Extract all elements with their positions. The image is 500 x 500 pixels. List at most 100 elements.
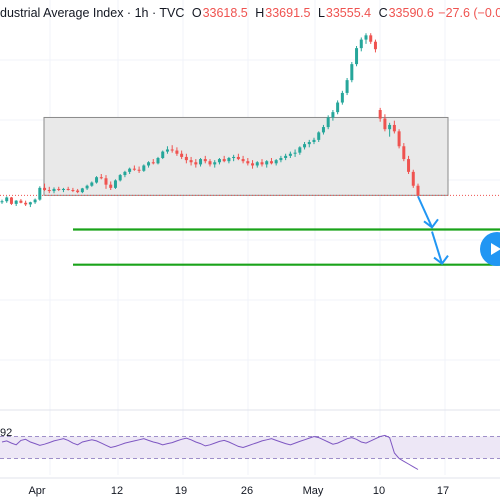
- candle-body: [388, 124, 392, 130]
- x-tick-label: May: [303, 485, 324, 497]
- candle-body: [52, 188, 56, 192]
- candles: [0, 33, 420, 208]
- candle-body: [184, 156, 188, 161]
- low-value: 33555.4: [325, 6, 372, 20]
- candle-body: [14, 200, 18, 204]
- candle-body: [43, 187, 47, 190]
- candle-body: [104, 178, 108, 185]
- candle-body: [85, 185, 89, 189]
- candle-body: [90, 182, 94, 186]
- candle-body: [213, 162, 217, 165]
- candle-body: [128, 168, 132, 172]
- candle-body: [279, 158, 283, 161]
- range-box: [43, 116, 449, 196]
- candle-body: [284, 155, 288, 158]
- candle-body: [165, 149, 169, 152]
- x-tick-label: 12: [111, 485, 123, 497]
- candle-body: [241, 159, 245, 162]
- candle-body: [151, 162, 155, 164]
- candle-body: [411, 171, 415, 186]
- rsi-pane: 92: [0, 409, 500, 470]
- candle-body: [61, 188, 65, 190]
- candle-body: [203, 159, 207, 162]
- candle-body: [95, 177, 99, 183]
- candle-body: [33, 199, 37, 203]
- candle-body: [9, 197, 13, 204]
- candle-body: [109, 184, 113, 188]
- candle-body: [0, 201, 4, 203]
- candle-body: [232, 156, 236, 158]
- candle-body: [331, 112, 335, 118]
- candle-body: [326, 117, 330, 128]
- x-tick-label: 10: [373, 485, 385, 497]
- candle-body: [345, 80, 349, 93]
- candle-body: [227, 158, 231, 162]
- symbol-header: dustrial Average Index · 1h · TVC O33618…: [0, 6, 500, 24]
- candle-body: [19, 200, 23, 203]
- open-value: 33618.5: [202, 6, 248, 20]
- candle-body: [416, 185, 420, 196]
- candle-body: [80, 188, 84, 193]
- candle-body: [369, 35, 373, 42]
- candle-body: [392, 124, 396, 132]
- candle-body: [340, 92, 344, 103]
- candle-body: [407, 159, 411, 172]
- candle-body: [123, 171, 127, 176]
- candle-body: [170, 149, 174, 151]
- projection-arrow-head: [423, 218, 439, 229]
- candle-body: [99, 177, 103, 179]
- candle-body: [24, 202, 28, 205]
- candle-body: [132, 168, 136, 170]
- rsi-value-label: 92: [0, 427, 12, 439]
- x-tick-label: 19: [175, 485, 187, 497]
- candle-body: [364, 35, 368, 40]
- candle-body: [28, 202, 32, 205]
- x-tick-label: 17: [437, 485, 449, 497]
- candle-body: [350, 64, 354, 81]
- candle-body: [189, 160, 193, 163]
- candle-body: [402, 146, 406, 160]
- candle-body: [355, 48, 359, 65]
- scroll-to-realtime-button[interactable]: [480, 232, 500, 266]
- candle-body: [260, 162, 264, 165]
- candle-body: [113, 180, 117, 188]
- candle-body: [236, 156, 240, 160]
- candle-body: [298, 147, 302, 153]
- high-label: H: [255, 6, 265, 20]
- projection-arrow-shaft: [417, 195, 433, 228]
- candle-body: [199, 159, 203, 165]
- candle-body: [71, 190, 75, 191]
- candle-body: [161, 151, 165, 158]
- support-levels: [73, 228, 500, 266]
- rsi-band: [0, 436, 500, 459]
- candle-body: [265, 161, 269, 165]
- candle-body: [175, 150, 179, 154]
- change-value: −27.6 (−0.08%): [438, 6, 500, 20]
- candle-body: [307, 142, 311, 145]
- candle-body: [397, 131, 401, 147]
- candle-body: [38, 187, 42, 200]
- candle-body: [251, 163, 255, 166]
- rsi-line: [1, 434, 419, 470]
- candle-body: [194, 162, 198, 165]
- candle-body: [255, 162, 259, 166]
- candle-body: [269, 161, 273, 164]
- candle-body: [336, 102, 340, 113]
- candle-body: [66, 188, 70, 190]
- candle-body: [208, 161, 212, 165]
- candle-body: [288, 153, 292, 156]
- projection-arrows: [417, 195, 449, 266]
- candle-body: [373, 41, 377, 50]
- close-value: 33590.6: [388, 6, 434, 20]
- candle-body: [118, 175, 122, 181]
- candle-body: [321, 127, 325, 133]
- low-label: L: [317, 6, 325, 20]
- high-value: 33691.5: [265, 6, 311, 20]
- candle-body: [217, 159, 221, 163]
- candle-body: [312, 139, 316, 142]
- x-tick-label: 26: [241, 485, 253, 497]
- candle-body: [156, 158, 160, 164]
- candle-body: [5, 197, 9, 202]
